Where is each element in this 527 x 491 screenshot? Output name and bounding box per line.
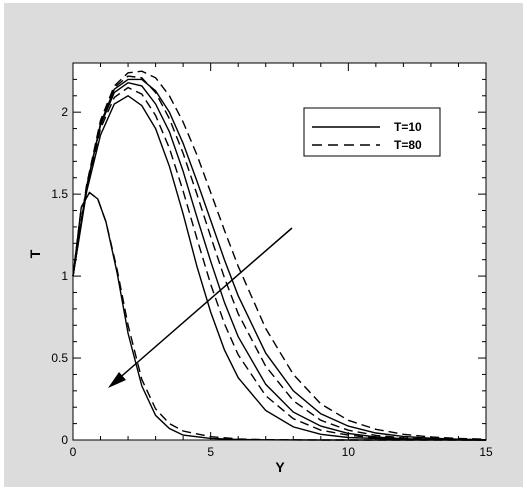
x-tick-label: 0 (70, 445, 77, 459)
series-line-4-solid (72, 81, 487, 441)
x-axis-label: Y (275, 459, 285, 475)
series-line-3-dashed (72, 86, 487, 441)
series-line-5-dashed (72, 75, 487, 441)
legend: T=10 T=80 (303, 107, 441, 157)
arrow-shaft (115, 227, 293, 382)
y-tick-label: 0 (61, 433, 68, 447)
legend-label-dashed: T=80 (394, 138, 422, 152)
legend-label-solid: T=10 (394, 120, 422, 134)
series-line-7-dashed (72, 70, 487, 440)
y-tick-label: 1.5 (51, 187, 68, 201)
series-line-1-dashed (72, 191, 486, 441)
y-tick-label: 2 (61, 105, 68, 119)
series-line-2-solid (72, 94, 487, 441)
arrow-head (108, 372, 126, 388)
y-tick-label: 1 (61, 269, 68, 283)
x-tick-label: 5 (207, 445, 214, 459)
y-tick-label: 0.5 (51, 351, 68, 365)
series-line-6-solid (72, 78, 487, 441)
x-tick-label: 15 (479, 445, 493, 459)
y-axis-label: T (27, 249, 43, 258)
ticks-layer: 0 5 10 15 0 0.5 1 1.5 2 (51, 62, 493, 459)
series-layer (72, 70, 487, 441)
annotation-arrow (108, 227, 293, 388)
x-tick-label: 10 (342, 445, 356, 459)
legend-box (303, 107, 441, 157)
